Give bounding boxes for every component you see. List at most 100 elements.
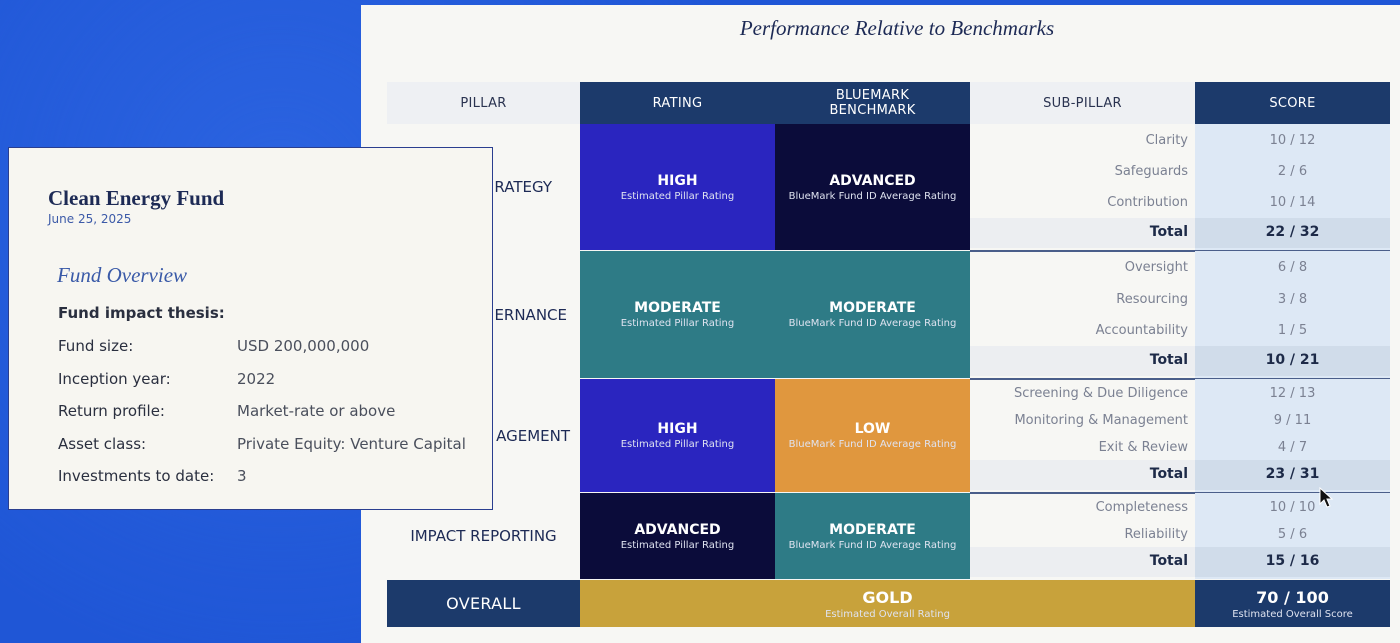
total-label: Total — [1149, 553, 1188, 569]
benchmark-sub: BlueMark Fund ID Average Rating — [788, 190, 957, 202]
benchmark-label: MODERATE — [829, 300, 916, 316]
fund-card: Clean Energy Fund June 25, 2025 Fund Overv… — [8, 147, 493, 510]
benchmark-sub: BlueMark Fund ID Average Rating — [788, 439, 957, 450]
sub-score: 10 / 14 — [1269, 195, 1316, 211]
sub-pillar: Clarity — [1145, 132, 1188, 148]
benchmark-label: ADVANCED — [829, 172, 916, 189]
rating-label: ADVANCED — [634, 521, 721, 538]
benchmark-label: MODERATE — [829, 521, 916, 538]
header-text: SCORE — [1269, 95, 1316, 111]
sub-score: 10 / 12 — [1269, 132, 1316, 148]
rating-label: HIGH — [657, 172, 698, 189]
overall-rating: GOLD — [862, 587, 913, 607]
header-text: SUB-PILLAR — [1043, 95, 1122, 111]
benchmark-sub: BlueMark Fund ID Average Rating — [788, 318, 957, 329]
rating-cell: HIGH Estimated Pillar Rating — [580, 379, 775, 492]
overall-score-sub: Estimated Overall Score — [1232, 608, 1353, 620]
total-score-bg — [1195, 218, 1390, 248]
total-row — [970, 218, 1195, 248]
overall-score: 70 / 100 — [1256, 587, 1329, 607]
sub-pillar: Screening & Due Diligence — [1013, 385, 1188, 401]
field-value: 3 — [237, 467, 247, 486]
field-value: 2022 — [237, 369, 276, 388]
total-score: 10 / 21 — [1265, 352, 1320, 368]
rating-cell: HIGH Estimated Pillar Rating — [580, 124, 775, 250]
total-score: 15 / 16 — [1265, 553, 1320, 569]
header-text: RATING — [652, 95, 703, 111]
sub-pillar: Reliability — [1124, 526, 1188, 542]
sub-score: 5 / 6 — [1277, 526, 1308, 542]
row-separator — [970, 492, 1390, 494]
rating-label: MODERATE — [634, 300, 721, 316]
cursor — [1319, 486, 1334, 508]
sub-score: 3 / 8 — [1277, 291, 1308, 307]
field-label: Asset class: — [58, 434, 147, 453]
pillar-text: ERNANCE — [494, 305, 567, 324]
benchmark-cell: MODERATE BlueMark Fund ID Average Rating — [775, 493, 970, 579]
sub-score: 9 / 11 — [1273, 412, 1312, 428]
sub-score: 4 / 7 — [1277, 439, 1308, 455]
total-row — [970, 346, 1195, 376]
header-cell: RATING — [580, 82, 775, 124]
benchmark-cell: ADVANCED BlueMark Fund ID Average Rating — [775, 124, 970, 250]
field-label: Inception year: — [58, 369, 171, 388]
sub-score: 2 / 6 — [1277, 164, 1308, 179]
overall-score-cell: 70 / 100 Estimated Overall Score — [1195, 580, 1390, 627]
total-row — [970, 460, 1195, 490]
sub-pillar: Completeness — [1095, 499, 1188, 515]
field-label: Return profile: — [58, 402, 165, 421]
header-cell: PILLAR — [387, 82, 580, 124]
overall-label: OVERALL — [446, 594, 521, 613]
header-cell: BLUEMARK BENCHMARK — [775, 82, 970, 124]
sub-pillar: Accountability — [1095, 323, 1188, 339]
rating-sub: Estimated Pillar Rating — [620, 539, 735, 551]
benchmark-sub: BlueMark Fund ID Average Rating — [788, 539, 957, 551]
benchmark-cell: LOW BlueMark Fund ID Average Rating — [775, 379, 970, 492]
sub-pillar: Resourcing — [1116, 291, 1188, 307]
sub-score: 12 / 13 — [1269, 385, 1316, 401]
sub-score: 10 / 10 — [1269, 499, 1316, 515]
pillar-text: IMPACT REPORTING — [410, 527, 557, 545]
field-label: Fund size: — [58, 337, 134, 355]
header-text: BLUEMARK BENCHMARK — [829, 88, 916, 118]
overall-rating-cell: GOLD Estimated Overall Rating — [580, 580, 1195, 627]
sub-score: 1 / 5 — [1277, 323, 1308, 339]
total-label: Total — [1149, 352, 1188, 368]
field-label: Investments to date: — [58, 467, 215, 486]
total-score-bg — [1195, 460, 1390, 490]
total-row — [970, 547, 1195, 577]
row-separator — [970, 250, 1390, 252]
total-score-bg — [1195, 346, 1390, 376]
pillar-text: RATEGY — [494, 178, 552, 196]
sub-pillar: Oversight — [1124, 259, 1188, 275]
overall-rating-sub: Estimated Overall Rating — [825, 608, 950, 620]
rating-sub: Estimated Pillar Rating — [620, 190, 735, 202]
overall-label-cell: OVERALL — [387, 580, 580, 627]
card-title: Clean Energy Fund — [48, 186, 225, 210]
sub-pillar: Monitoring & Management — [1014, 412, 1188, 428]
benchmark-cell: MODERATE BlueMark Fund ID Average Rating — [775, 251, 970, 378]
total-score: 23 / 31 — [1265, 466, 1320, 482]
total-label: Total — [1149, 224, 1188, 240]
rating-sub: Estimated Pillar Rating — [620, 439, 735, 450]
sub-pillar: Contribution — [1107, 195, 1188, 211]
row-separator — [970, 378, 1390, 380]
rating-cell: MODERATE Estimated Pillar Rating — [580, 251, 775, 378]
pillar-text: AGEMENT — [496, 426, 570, 445]
header-cell: SCORE — [1195, 82, 1390, 124]
total-score-bg — [1195, 547, 1390, 577]
rating-label: HIGH — [657, 421, 698, 437]
header-text: PILLAR — [460, 95, 507, 111]
field-value: Private Equity: Venture Capital — [237, 434, 466, 453]
card-date: June 25, 2025 — [48, 212, 132, 226]
field-value: USD 200,000,000 — [237, 337, 370, 355]
benchmark-label: LOW — [854, 421, 891, 437]
total-score: 22 / 32 — [1265, 224, 1320, 240]
sub-pillar: Exit & Review — [1098, 439, 1188, 455]
total-label: Total — [1149, 466, 1188, 482]
title: Performance Relative to Benchmarks — [739, 16, 1055, 40]
rating-cell: ADVANCED Estimated Pillar Rating — [580, 493, 775, 579]
header-cell: SUB-PILLAR — [970, 82, 1195, 124]
sub-score: 6 / 8 — [1277, 259, 1308, 275]
thesis-label: Fund impact thesis: — [58, 304, 225, 322]
